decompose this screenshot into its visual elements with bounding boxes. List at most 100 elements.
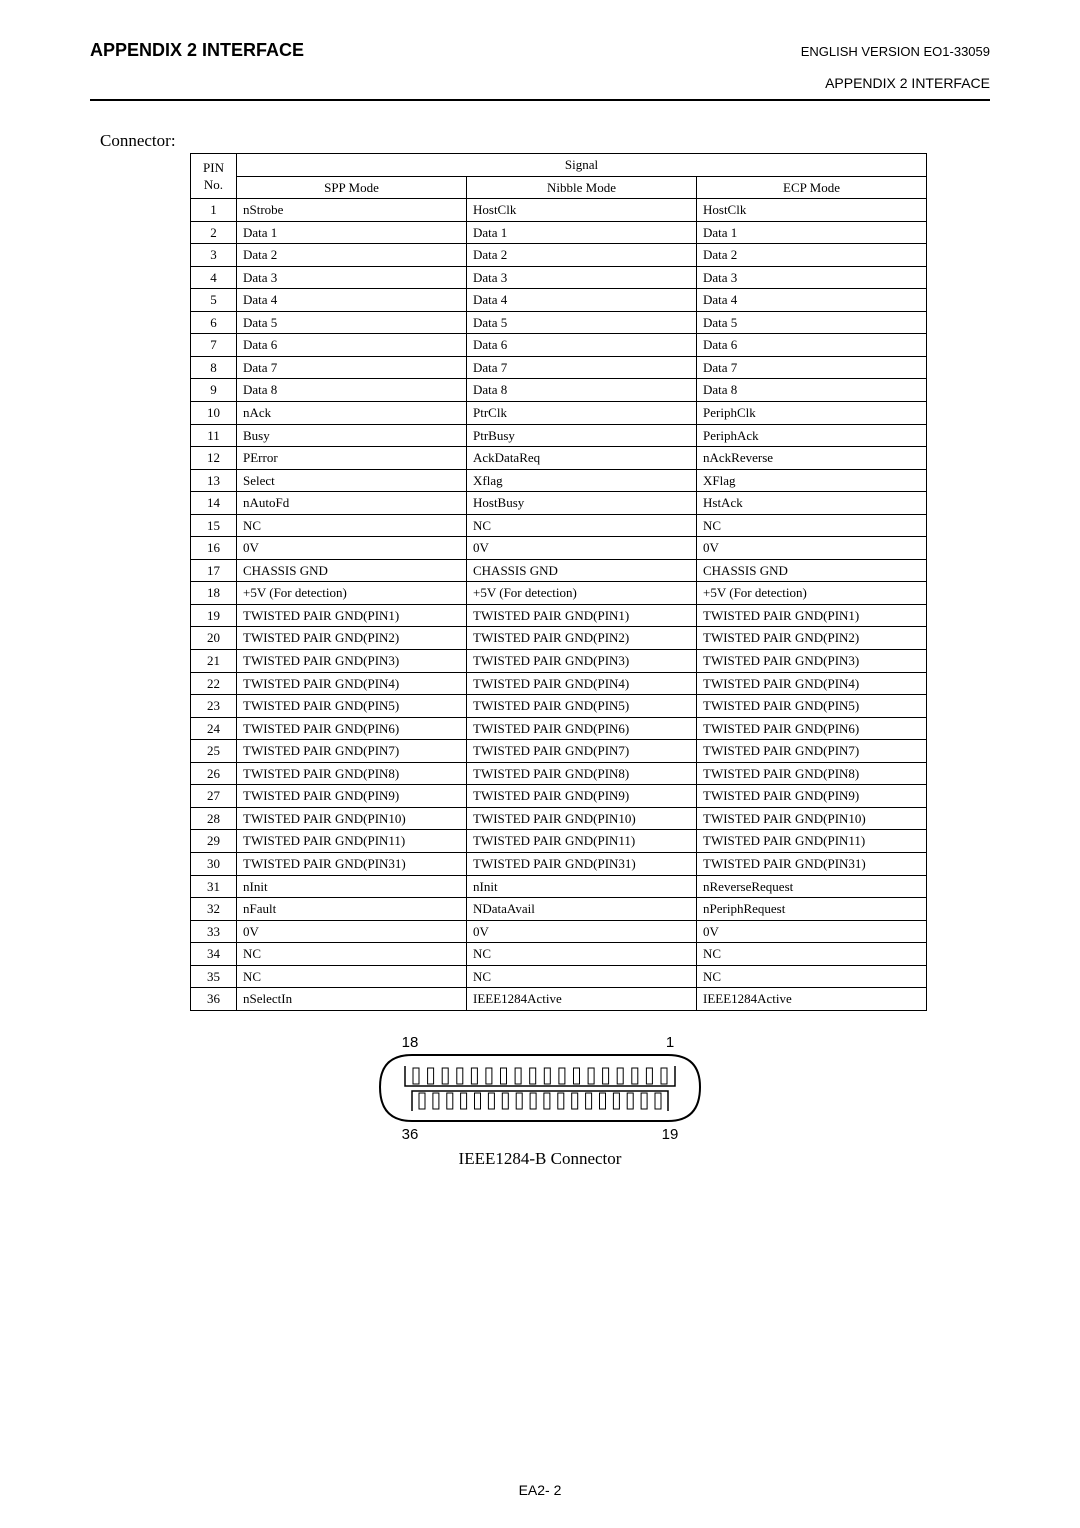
signal-cell-nibble: TWISTED PAIR GND(PIN31) <box>467 852 697 875</box>
signal-cell-nibble: Data 5 <box>467 311 697 334</box>
connector-pin <box>501 1068 507 1084</box>
connector-pin <box>419 1093 425 1109</box>
pin-no-cell: 10 <box>191 402 237 425</box>
signal-cell-spp: Data 8 <box>237 379 467 402</box>
signal-cell-nibble: NDataAvail <box>467 898 697 921</box>
signal-cell-spp: nSelectIn <box>237 988 467 1011</box>
pin-header-line1: PIN <box>203 160 224 175</box>
signal-cell-spp: Busy <box>237 424 467 447</box>
signal-cell-nibble: TWISTED PAIR GND(PIN3) <box>467 650 697 673</box>
connector-pin <box>530 1068 536 1084</box>
signal-cell-nibble: TWISTED PAIR GND(PIN4) <box>467 672 697 695</box>
signal-cell-spp: +5V (For detection) <box>237 582 467 605</box>
signal-cell-nibble: PtrBusy <box>467 424 697 447</box>
connector-pin <box>588 1068 594 1084</box>
pin-no-cell: 27 <box>191 785 237 808</box>
table-row: 20TWISTED PAIR GND(PIN2)TWISTED PAIR GND… <box>191 627 927 650</box>
connector-pin <box>515 1068 521 1084</box>
signal-cell-ecp: Data 3 <box>697 266 927 289</box>
pin-no-cell: 8 <box>191 356 237 379</box>
signal-cell-spp: TWISTED PAIR GND(PIN1) <box>237 604 467 627</box>
connector-pin <box>559 1068 565 1084</box>
signal-cell-spp: nInit <box>237 875 467 898</box>
pin-no-cell: 33 <box>191 920 237 943</box>
signal-cell-nibble: Data 4 <box>467 289 697 312</box>
table-row: 17CHASSIS GNDCHASSIS GNDCHASSIS GND <box>191 559 927 582</box>
pin-no-cell: 15 <box>191 514 237 537</box>
mode-header-ecp: ECP Mode <box>697 176 927 199</box>
pin-no-cell: 34 <box>191 943 237 966</box>
signal-cell-ecp: TWISTED PAIR GND(PIN6) <box>697 717 927 740</box>
signal-cell-nibble: TWISTED PAIR GND(PIN6) <box>467 717 697 740</box>
signal-cell-spp: nAutoFd <box>237 492 467 515</box>
signal-cell-spp: nStrobe <box>237 199 467 222</box>
signal-cell-ecp: NC <box>697 514 927 537</box>
pin-no-cell: 19 <box>191 604 237 627</box>
table-row: 13SelectXflagXFlag <box>191 469 927 492</box>
table-row: 1nStrobeHostClkHostClk <box>191 199 927 222</box>
table-row: 10nAckPtrClkPeriphClk <box>191 402 927 425</box>
table-row: 160V0V0V <box>191 537 927 560</box>
signal-cell-ecp: IEEE1284Active <box>697 988 927 1011</box>
pin-no-cell: 5 <box>191 289 237 312</box>
signal-cell-ecp: Data 5 <box>697 311 927 334</box>
connector-pin-label: 1 <box>666 1034 674 1051</box>
signal-cell-ecp: XFlag <box>697 469 927 492</box>
table-row: 25TWISTED PAIR GND(PIN7)TWISTED PAIR GND… <box>191 740 927 763</box>
signal-cell-nibble: TWISTED PAIR GND(PIN1) <box>467 604 697 627</box>
pin-no-cell: 25 <box>191 740 237 763</box>
signal-cell-nibble: NC <box>467 965 697 988</box>
signal-cell-ecp: HostClk <box>697 199 927 222</box>
signal-cell-ecp: nReverseRequest <box>697 875 927 898</box>
pin-no-cell: 28 <box>191 807 237 830</box>
signal-cell-spp: NC <box>237 943 467 966</box>
table-row: 7Data 6Data 6Data 6 <box>191 334 927 357</box>
pin-no-cell: 36 <box>191 988 237 1011</box>
signal-cell-spp: TWISTED PAIR GND(PIN9) <box>237 785 467 808</box>
signal-cell-ecp: TWISTED PAIR GND(PIN2) <box>697 627 927 650</box>
signal-cell-ecp: Data 6 <box>697 334 927 357</box>
connector-pin <box>627 1093 633 1109</box>
connector-figure: 1813619 IEEE1284-B Connector <box>330 1033 750 1169</box>
pin-no-cell: 14 <box>191 492 237 515</box>
signal-cell-nibble: Data 8 <box>467 379 697 402</box>
pin-no-cell: 23 <box>191 695 237 718</box>
pin-table-body: 1nStrobeHostClkHostClk2Data 1Data 1Data … <box>191 199 927 1011</box>
signal-cell-nibble: 0V <box>467 537 697 560</box>
connector-pin <box>502 1093 508 1109</box>
signal-cell-nibble: TWISTED PAIR GND(PIN2) <box>467 627 697 650</box>
pin-no-cell: 30 <box>191 852 237 875</box>
pin-no-cell: 18 <box>191 582 237 605</box>
table-row: 24TWISTED PAIR GND(PIN6)TWISTED PAIR GND… <box>191 717 927 740</box>
pin-no-cell: 35 <box>191 965 237 988</box>
pin-no-cell: 31 <box>191 875 237 898</box>
signal-cell-ecp: Data 4 <box>697 289 927 312</box>
signal-cell-nibble: TWISTED PAIR GND(PIN10) <box>467 807 697 830</box>
connector-pin <box>586 1093 592 1109</box>
connector-pin <box>603 1068 609 1084</box>
header-divider <box>90 99 990 101</box>
table-row: 14nAutoFdHostBusyHstAck <box>191 492 927 515</box>
pin-no-cell: 32 <box>191 898 237 921</box>
signal-cell-ecp: NC <box>697 943 927 966</box>
connector-pin <box>646 1068 652 1084</box>
connector-pin <box>558 1093 564 1109</box>
connector-pin <box>442 1068 448 1084</box>
signal-cell-ecp: TWISTED PAIR GND(PIN31) <box>697 852 927 875</box>
pin-header-cell: PIN No. <box>191 154 237 199</box>
signal-cell-nibble: NC <box>467 514 697 537</box>
header-right-title: ENGLISH VERSION EO1-33059 <box>801 44 990 59</box>
signal-cell-ecp: PeriphAck <box>697 424 927 447</box>
pin-no-cell: 2 <box>191 221 237 244</box>
signal-cell-ecp: TWISTED PAIR GND(PIN11) <box>697 830 927 853</box>
signal-cell-nibble: Data 3 <box>467 266 697 289</box>
header-sub-right: APPENDIX 2 INTERFACE <box>90 75 990 91</box>
signal-cell-ecp: TWISTED PAIR GND(PIN10) <box>697 807 927 830</box>
signal-cell-ecp: CHASSIS GND <box>697 559 927 582</box>
header-left-title: APPENDIX 2 INTERFACE <box>90 40 304 61</box>
connector-pin <box>641 1093 647 1109</box>
connector-caption: IEEE1284-B Connector <box>330 1149 750 1169</box>
signal-cell-nibble: AckDataReq <box>467 447 697 470</box>
signal-cell-nibble: Data 7 <box>467 356 697 379</box>
table-row: 2Data 1Data 1Data 1 <box>191 221 927 244</box>
